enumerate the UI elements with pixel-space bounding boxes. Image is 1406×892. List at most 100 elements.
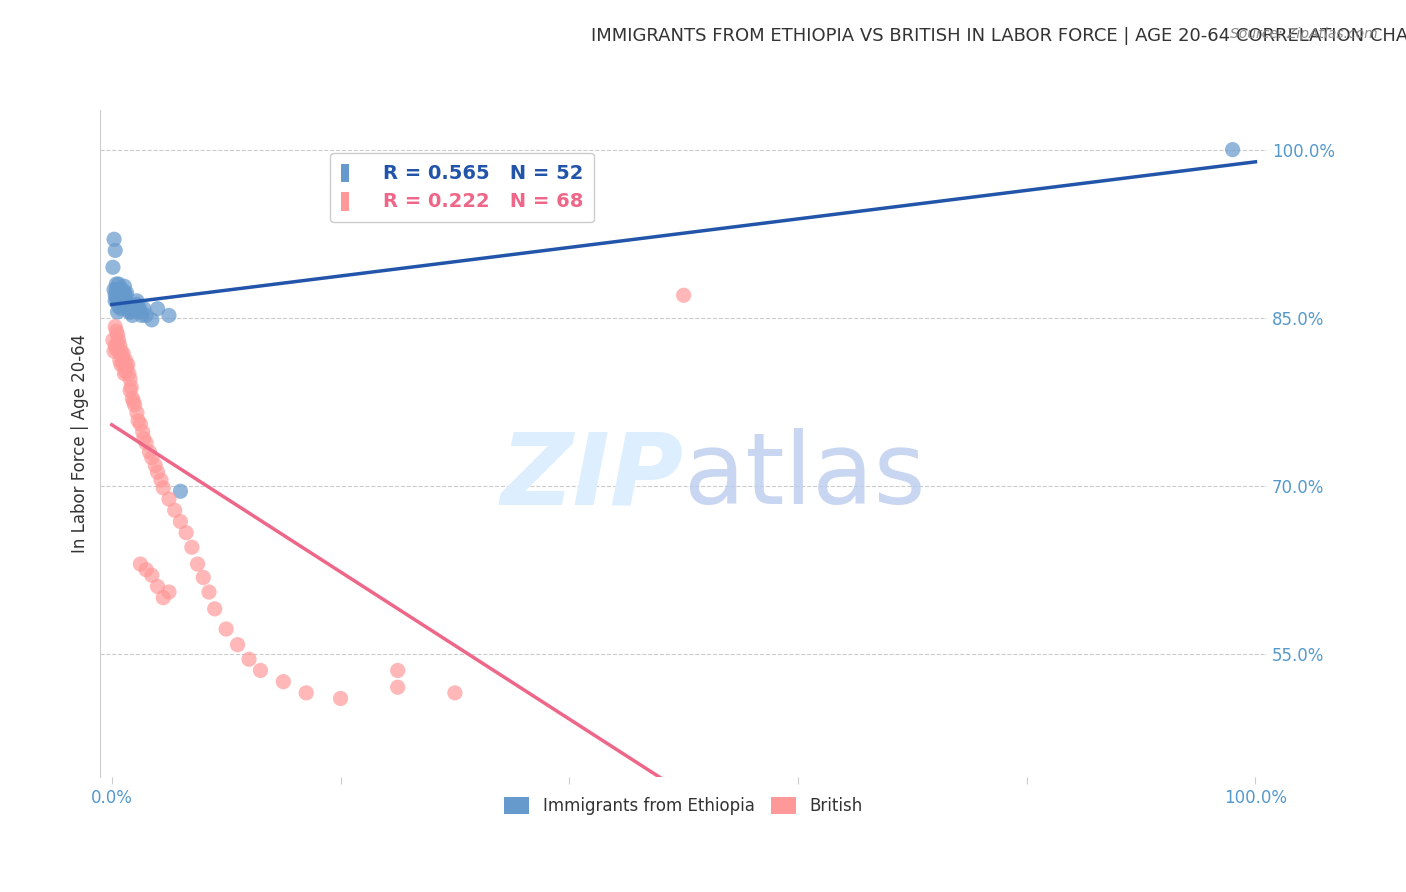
Immigrants from Ethiopia [104, 288, 127, 302]
British [127, 414, 149, 428]
British [141, 450, 163, 465]
British [111, 350, 134, 364]
Immigrants from Ethiopia [108, 283, 131, 297]
British [146, 465, 169, 479]
British [120, 384, 142, 398]
Immigrants from Ethiopia [112, 285, 135, 300]
Immigrants from Ethiopia [107, 291, 129, 305]
Immigrants from Ethiopia [110, 301, 132, 316]
British [273, 674, 295, 689]
Immigrants from Ethiopia [105, 283, 128, 297]
Y-axis label: In Labor Force | Age 20-64: In Labor Force | Age 20-64 [72, 334, 89, 553]
British [157, 585, 180, 599]
British [187, 557, 209, 571]
Immigrants from Ethiopia [125, 297, 148, 311]
British [249, 664, 271, 678]
Immigrants from Ethiopia [111, 291, 134, 305]
Immigrants from Ethiopia [115, 300, 138, 314]
British [107, 335, 129, 350]
British [117, 358, 139, 372]
British [104, 338, 127, 352]
British [125, 406, 148, 420]
Immigrants from Ethiopia [112, 288, 135, 302]
Immigrants from Ethiopia [127, 300, 149, 314]
Immigrants from Ethiopia [101, 260, 124, 275]
British [387, 680, 409, 694]
British [115, 361, 138, 376]
British [129, 417, 152, 431]
Immigrants from Ethiopia [125, 293, 148, 308]
British [104, 319, 127, 334]
British [135, 563, 157, 577]
British [112, 358, 135, 372]
British [143, 458, 166, 473]
Immigrants from Ethiopia [110, 293, 132, 308]
Immigrants from Ethiopia [169, 484, 191, 499]
British [120, 380, 142, 394]
Immigrants from Ethiopia [107, 277, 129, 291]
British [387, 664, 409, 678]
British [238, 652, 260, 666]
British [141, 568, 163, 582]
Immigrants from Ethiopia [118, 305, 141, 319]
Immigrants from Ethiopia [117, 297, 139, 311]
Immigrants from Ethiopia [112, 279, 135, 293]
British [108, 353, 131, 368]
British [152, 591, 174, 605]
Immigrants from Ethiopia [105, 291, 128, 305]
British [107, 344, 129, 359]
Immigrants from Ethiopia [132, 301, 155, 316]
Text: Source: ZipAtlas.com: Source: ZipAtlas.com [1230, 27, 1378, 41]
British [112, 346, 135, 360]
British [163, 503, 186, 517]
British [132, 432, 155, 446]
British [198, 585, 221, 599]
British [105, 342, 128, 356]
Immigrants from Ethiopia [107, 285, 129, 300]
British [114, 353, 136, 368]
British [329, 691, 352, 706]
British [114, 364, 136, 378]
Immigrants from Ethiopia [105, 277, 128, 291]
Text: ZIP: ZIP [501, 428, 683, 525]
British [135, 436, 157, 450]
British [118, 367, 141, 381]
British [226, 638, 249, 652]
British [193, 570, 215, 584]
Immigrants from Ethiopia [103, 283, 125, 297]
Immigrants from Ethiopia [120, 301, 142, 316]
Immigrants from Ethiopia [104, 293, 127, 308]
Immigrants from Ethiopia [131, 309, 153, 323]
British [107, 327, 129, 342]
Immigrants from Ethiopia [1222, 143, 1244, 157]
British [138, 445, 160, 459]
Immigrants from Ethiopia [121, 309, 143, 323]
British [108, 338, 131, 352]
British [149, 473, 172, 487]
British [146, 579, 169, 593]
Immigrants from Ethiopia [141, 313, 163, 327]
British [121, 392, 143, 406]
Immigrants from Ethiopia [112, 297, 135, 311]
British [103, 344, 125, 359]
British [105, 324, 128, 338]
Immigrants from Ethiopia [103, 232, 125, 246]
British [174, 525, 197, 540]
British [122, 394, 145, 409]
British [169, 515, 191, 529]
Text: atlas: atlas [683, 428, 925, 525]
British [110, 358, 132, 372]
British [124, 398, 146, 412]
British [444, 686, 467, 700]
British [215, 622, 238, 636]
British [110, 344, 132, 359]
Immigrants from Ethiopia [120, 297, 142, 311]
Immigrants from Ethiopia [120, 305, 142, 319]
British [107, 333, 129, 347]
Immigrants from Ethiopia [107, 305, 129, 319]
Immigrants from Ethiopia [135, 309, 157, 323]
Immigrants from Ethiopia [108, 288, 131, 302]
British [112, 367, 135, 381]
British [157, 492, 180, 507]
Immigrants from Ethiopia [124, 301, 146, 316]
